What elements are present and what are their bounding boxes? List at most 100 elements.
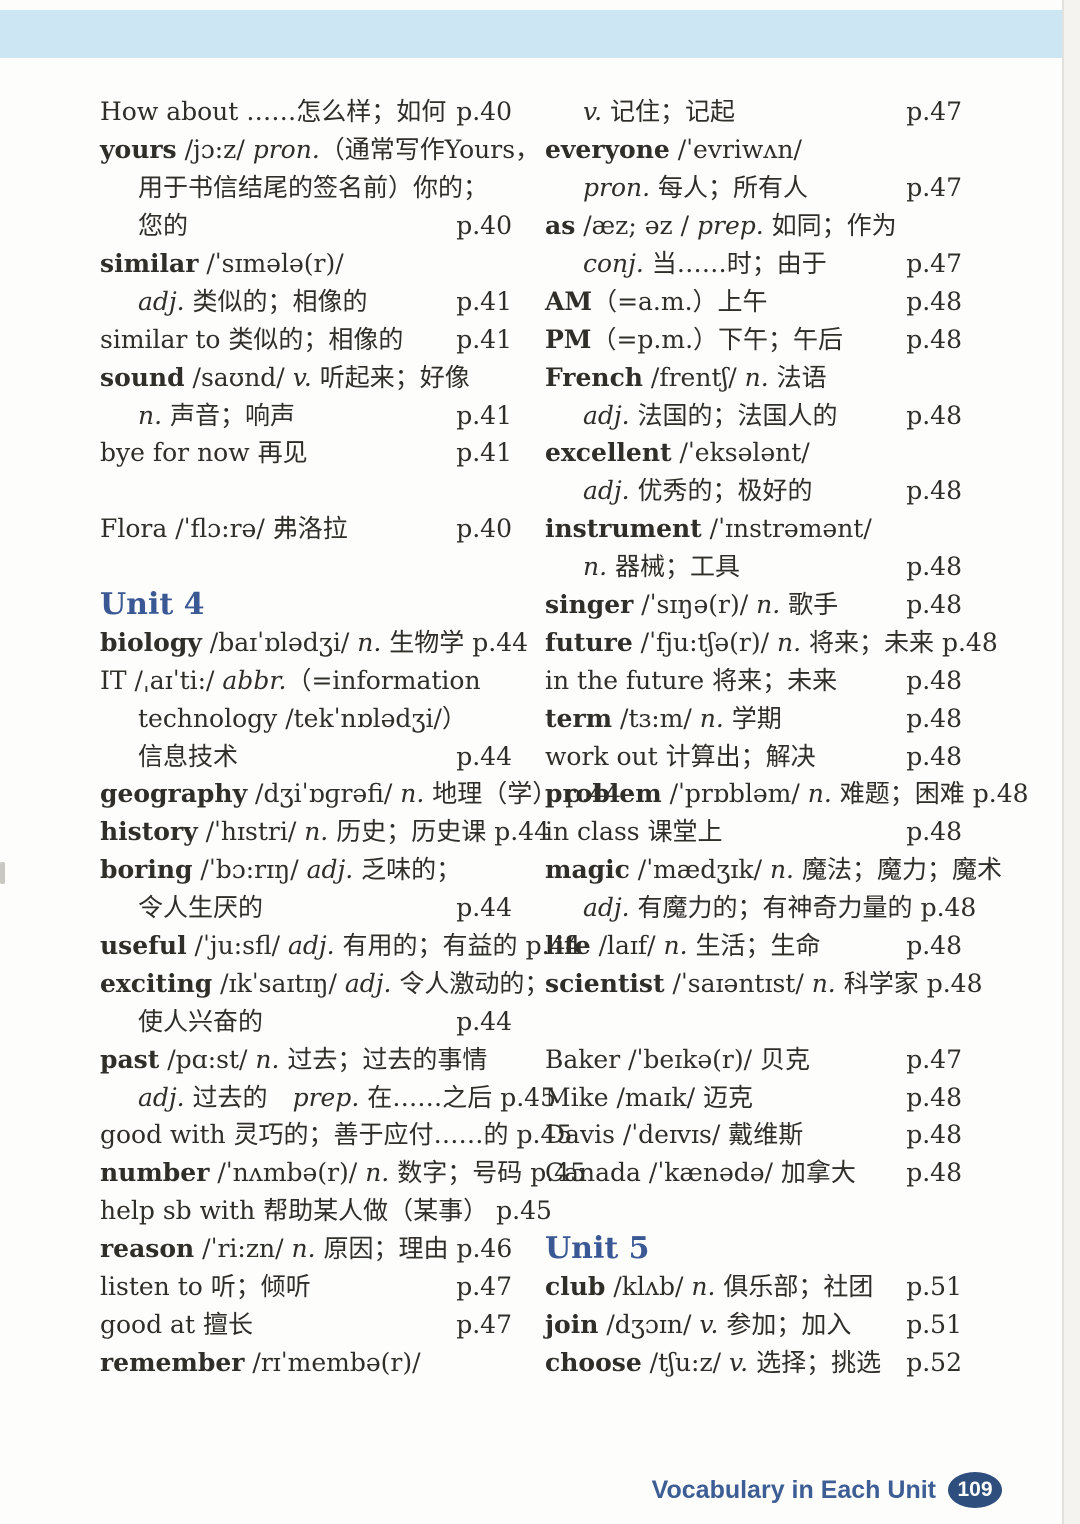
entry-text: conj. 当……时；由于	[583, 249, 827, 278]
scan-artifact	[0, 862, 5, 884]
page-ref: p.48	[941, 627, 998, 657]
vocab-entry-line: instrument /ˈɪnstrəmənt/	[545, 510, 962, 548]
page-ref: p.47	[456, 1309, 512, 1339]
page-ref: p.47	[906, 173, 962, 203]
vocab-entry-line: n. 器械；工具 p.48	[545, 548, 962, 586]
entry-text: useful /ˈju:sfl/ adj. 有用的；有益的	[100, 931, 518, 961]
vocab-entry-line: in class 课堂上 p.48	[545, 813, 962, 851]
vocab-entry-line: geography /dʒiˈɒɡrəfi/ n. 地理（学） p.44	[100, 775, 621, 813]
page-ref: p.40	[456, 514, 512, 544]
page-ref: p.48	[906, 400, 962, 430]
entry-text: n. 声音；响声	[138, 400, 296, 430]
vocab-entry-line: work out 计算出；解决 p.48	[545, 737, 962, 775]
entry-text: IT /ˌaɪˈti:/ abbr.（=information	[100, 665, 481, 695]
entry-text: good with 灵巧的；善于应付……的	[100, 1120, 509, 1150]
entry-text: similar to 类似的；相像的	[100, 324, 404, 354]
entry-text: n. 器械；工具	[583, 552, 741, 582]
vocab-entry-line: exciting /ɪkˈsaɪtɪŋ/ adj. 令人激动的；	[100, 964, 549, 1002]
vocab-entry-line: choose /tʃu:z/ v. 选择；挑选 p.52	[545, 1343, 962, 1381]
vocab-entry-line: reason /ˈri:zn/ n. 原因；理由 p.46	[100, 1230, 512, 1268]
page-ref: p.48	[906, 703, 962, 733]
page-ref: p.45	[530, 1158, 586, 1188]
page-ref: p.48	[906, 741, 962, 771]
vocab-entry-line: 您的 p.40	[100, 207, 512, 245]
entry-text: Unit 4	[100, 586, 205, 622]
page-ref: p.51	[906, 1272, 962, 1302]
vocab-entry-line: IT /ˌaɪˈti:/ abbr.（=information	[100, 661, 512, 699]
page-ref: p.44	[456, 741, 512, 771]
spacer-row	[100, 472, 512, 510]
page-edge	[1062, 0, 1080, 1524]
vocab-entry-line: adj. 过去的 prep. 在……之后 p.45	[100, 1078, 556, 1116]
entry-text: Unit 5	[545, 1230, 650, 1266]
vocab-entry-line: similar to 类似的；相像的 p.41	[100, 320, 512, 358]
entry-text: instrument /ˈɪnstrəmənt/	[545, 514, 872, 544]
entry-text: in the future 将来；未来	[545, 665, 838, 695]
entry-text: 使人兴奋的	[138, 1006, 264, 1036]
vocab-entry-line: Canada /ˈkænədə/ 加拿大 p.48	[545, 1154, 962, 1192]
entry-text: join /dʒɔɪn/ v. 参加；加入	[545, 1309, 852, 1339]
entry-text: 信息技术	[138, 741, 239, 771]
vocab-entry-line: club /klʌb/ n. 俱乐部；社团 p.51	[545, 1268, 962, 1306]
page-ref: p.48	[906, 476, 962, 506]
vocab-entry-line: everyone /ˈevriwʌn/	[545, 131, 962, 169]
page-ref: p.48	[906, 931, 962, 961]
vocab-entry-line: useful /ˈju:sfl/ adj. 有用的；有益的 p.44	[100, 927, 581, 965]
vocab-entry-line: adj. 有魔力的；有神奇力量的 p.48	[545, 889, 976, 927]
vocab-entry-line: n. 声音；响声 p.41	[100, 396, 512, 434]
entry-text: similar /ˈsɪmələ(r)/	[100, 249, 344, 278]
page-ref: p.48	[906, 817, 962, 847]
entry-text: magic /ˈmædʒɪk/ n. 魔法；魔力；魔术	[545, 855, 1002, 885]
entry-text: choose /tʃu:z/ v. 选择；挑选	[545, 1347, 882, 1377]
page-ref: p.45	[500, 1082, 556, 1112]
page-ref: p.46	[456, 1234, 513, 1264]
entry-text: Baker /ˈbeɪkə(r)/ 贝克	[545, 1044, 810, 1074]
footer: Vocabulary in Each Unit 109	[652, 1468, 1002, 1512]
page-ref: p.51	[906, 1309, 962, 1339]
entry-text: exciting /ɪkˈsaɪtɪŋ/ adj. 令人激动的；	[100, 968, 550, 998]
vocab-entry-line: singer /ˈsɪŋə(r)/ n. 歌手 p.48	[545, 586, 962, 624]
page-ref: p.48	[906, 324, 962, 354]
vocab-entry-line: 令人生厌的 p.44	[100, 889, 512, 927]
vocab-entry-line: Mike /maɪk/ 迈克 p.48	[545, 1078, 962, 1116]
page-ref: p.48	[906, 1082, 962, 1112]
entry-text: term /tɜ:m/ n. 学期	[545, 703, 782, 733]
entry-text: history /ˈhɪstri/ n. 历史；历史课	[100, 817, 487, 847]
unit-heading: Unit 5	[545, 1230, 962, 1268]
right-column: v. 记住；记起 p.47 everyone /ˈevriwʌn/pron. 每人；…	[545, 93, 1029, 1381]
entry-text: bye for now 再见	[100, 438, 308, 468]
page-ref: p.40	[456, 97, 512, 127]
entry-text: adj. 有魔力的；有神奇力量的	[583, 893, 913, 923]
vocab-entry-line: as /æz; əz / prep. 如同；作为	[545, 207, 962, 245]
page-ref: p.48	[906, 286, 962, 316]
page-ref: p.48	[920, 893, 977, 923]
entry-text: 令人生厌的	[138, 893, 264, 923]
vocab-entry-line: yours /jɔ:z/ pron.（通常写作Yours，	[100, 131, 540, 169]
page-ref: p.52	[906, 1347, 962, 1377]
page-ref: p.47	[906, 1044, 962, 1074]
vocab-entry-line: PM（=p.m.）下午；午后 p.48	[545, 320, 962, 358]
vocab-entry-line: technology /tekˈnɒlədʒi/）	[100, 699, 512, 737]
vocab-entry-line: bye for now 再见 p.41	[100, 434, 512, 472]
footer-section-title: Vocabulary in Each Unit	[651, 1475, 936, 1504]
vocab-entry-line: number /ˈnʌmbə(r)/ n. 数字；号码 p.45	[100, 1154, 586, 1192]
entry-text: listen to 听；倾听	[100, 1272, 311, 1302]
page-ref: p.44	[525, 931, 582, 961]
vocab-entry-line: good with 灵巧的；善于应付……的 p.45	[100, 1116, 572, 1154]
page-ref: p.41	[456, 324, 512, 354]
page-ref: p.48	[906, 665, 962, 695]
entry-text: club /klʌb/ n. 俱乐部；社团	[545, 1272, 874, 1302]
vocab-entry-line: remember /rɪˈmembə(r)/	[100, 1343, 512, 1381]
page-ref: p.44	[565, 779, 622, 809]
unit-heading: Unit 4	[100, 586, 512, 624]
page-ref: p.41	[456, 286, 512, 316]
page-ref: p.48	[972, 779, 1029, 809]
vocab-entry-line: help sb with 帮助某人做（某事） p.45	[100, 1192, 552, 1230]
vocab-entry-line: How about ……怎么样；如何 p.40	[100, 93, 512, 131]
entry-text: good at 擅长	[100, 1309, 253, 1339]
vocab-entry-line: 用于书信结尾的签名前）你的；	[100, 169, 512, 207]
entry-text: as /æz; əz / prep. 如同；作为	[545, 211, 897, 241]
entry-text: adj. 优秀的；极好的	[583, 476, 813, 506]
page-ref: p.47	[906, 97, 962, 127]
entry-text: number /ˈnʌmbə(r)/ n. 数字；号码	[100, 1158, 523, 1188]
